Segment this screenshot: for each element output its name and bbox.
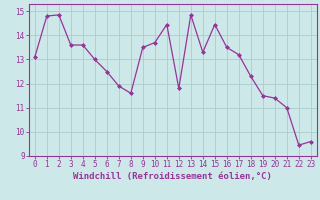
X-axis label: Windchill (Refroidissement éolien,°C): Windchill (Refroidissement éolien,°C)	[73, 172, 272, 181]
